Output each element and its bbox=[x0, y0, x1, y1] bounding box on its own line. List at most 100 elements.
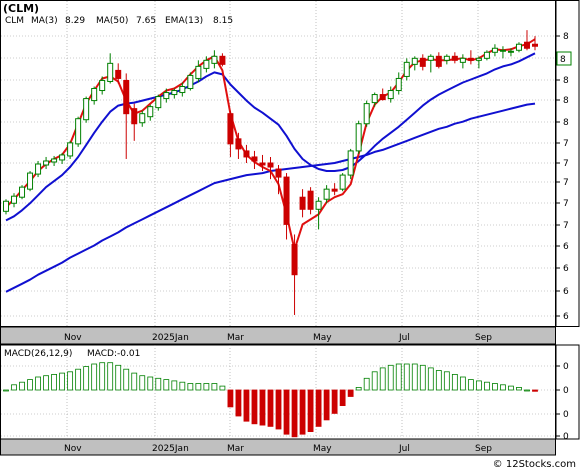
candle-body bbox=[251, 156, 258, 162]
macd-bar bbox=[532, 389, 538, 392]
candle-body bbox=[307, 190, 314, 210]
macd-bar bbox=[259, 389, 266, 426]
y-tick-label: 0 bbox=[563, 410, 569, 420]
macd-bar bbox=[516, 386, 522, 391]
y-tick-label: 8 bbox=[563, 118, 569, 128]
candle-body bbox=[275, 168, 282, 178]
macd-bar bbox=[107, 362, 114, 391]
candle-body bbox=[395, 77, 402, 92]
legend-ticker: CLM bbox=[5, 16, 24, 26]
macd-bar bbox=[203, 383, 210, 391]
macd-bar bbox=[435, 370, 442, 391]
macd-bar bbox=[147, 376, 154, 391]
candle-body bbox=[107, 62, 114, 82]
candle-body bbox=[3, 200, 9, 212]
candle-body bbox=[27, 172, 34, 190]
watermark: © 12Stocks.com bbox=[493, 459, 576, 470]
candle-body bbox=[419, 57, 426, 67]
candle-body bbox=[532, 43, 538, 47]
candle-body bbox=[355, 123, 362, 152]
candle-body bbox=[515, 43, 522, 51]
x-tick-label: 2025Jan bbox=[152, 333, 189, 343]
candle-body bbox=[243, 150, 250, 158]
macd-xaxis-strip bbox=[0, 438, 556, 456]
macd-bar bbox=[427, 367, 434, 391]
macd-bar bbox=[403, 363, 410, 391]
candle-body bbox=[499, 49, 506, 52]
y-tick-label: 8 bbox=[563, 76, 569, 86]
macd-bar bbox=[315, 389, 322, 427]
x-tick-label: Jul bbox=[398, 333, 410, 343]
macd-bar bbox=[283, 389, 290, 435]
y-tick-label: 8 bbox=[563, 32, 569, 42]
y-tick-label: 6 bbox=[563, 242, 569, 252]
macd-bar bbox=[75, 368, 82, 391]
candle-body bbox=[187, 74, 194, 90]
macd-bar bbox=[443, 371, 450, 391]
macd-bar bbox=[35, 376, 41, 391]
x-tick-label: Nov bbox=[64, 444, 82, 454]
macd-bar bbox=[171, 380, 178, 391]
price-panel bbox=[0, 0, 556, 327]
macd-bar bbox=[508, 385, 514, 391]
macd-bar bbox=[363, 377, 370, 391]
candle-body bbox=[259, 162, 266, 166]
macd-histogram bbox=[3, 362, 538, 438]
x-tick-label: May bbox=[313, 444, 332, 454]
macd-bar bbox=[524, 389, 530, 392]
macd-bar bbox=[243, 389, 250, 422]
x-tick-label: 2025Jan bbox=[152, 444, 189, 454]
candle-body bbox=[491, 47, 498, 53]
macd-bar bbox=[347, 389, 354, 397]
macd-bar bbox=[395, 363, 402, 391]
macd-bar bbox=[492, 383, 498, 391]
candle-body bbox=[475, 57, 482, 61]
macd-bar bbox=[500, 384, 506, 391]
candle-body bbox=[371, 94, 378, 104]
x-tick-label: Mar bbox=[227, 444, 244, 454]
candle-body bbox=[155, 96, 162, 109]
x-tick-label: Mar bbox=[227, 333, 244, 343]
macd-bar bbox=[163, 379, 170, 391]
ema13-line bbox=[5, 52, 536, 222]
macd-bar bbox=[51, 373, 57, 391]
x-tick-label: Jul bbox=[398, 444, 410, 454]
y-tick-label: 7 bbox=[563, 159, 569, 169]
macd-bar bbox=[235, 389, 242, 417]
candle-body bbox=[11, 195, 18, 204]
macd-bar bbox=[475, 380, 482, 391]
macd-bar bbox=[267, 389, 274, 427]
y-tick-label: 0 bbox=[563, 362, 569, 372]
macd-bar bbox=[11, 384, 17, 391]
candle-body bbox=[435, 55, 442, 67]
macd-title: MACD(26,12,9) bbox=[4, 349, 72, 359]
candle-body bbox=[35, 163, 42, 175]
macd-axis-panel bbox=[555, 344, 580, 440]
macd-bar bbox=[227, 389, 234, 408]
macd-bar bbox=[115, 364, 122, 391]
y-tick-label: 7 bbox=[563, 221, 569, 231]
macd-bar bbox=[379, 367, 386, 391]
macd-bar bbox=[195, 383, 202, 391]
candle-body bbox=[291, 244, 298, 276]
macd-bar bbox=[251, 389, 258, 425]
candle-body bbox=[467, 57, 474, 61]
candle-body bbox=[411, 57, 418, 65]
candle-body bbox=[523, 41, 530, 49]
macd-bar bbox=[355, 386, 362, 391]
macd-bar bbox=[91, 363, 98, 391]
macd-bar bbox=[331, 389, 338, 414]
candle-body bbox=[171, 90, 178, 96]
candle-body bbox=[115, 69, 122, 79]
candle-body bbox=[75, 118, 82, 145]
macd-bar bbox=[339, 389, 346, 407]
candle-body bbox=[387, 90, 394, 100]
candle-body bbox=[379, 94, 386, 101]
y-tick-label: 0 bbox=[563, 432, 569, 442]
x-tick-label: Sep bbox=[475, 444, 492, 454]
legend-ma50-label: MA(50) bbox=[96, 16, 128, 26]
candle-body bbox=[211, 55, 218, 64]
candle-body bbox=[179, 86, 186, 94]
candle-body bbox=[283, 176, 290, 225]
macd-bar bbox=[179, 381, 186, 391]
